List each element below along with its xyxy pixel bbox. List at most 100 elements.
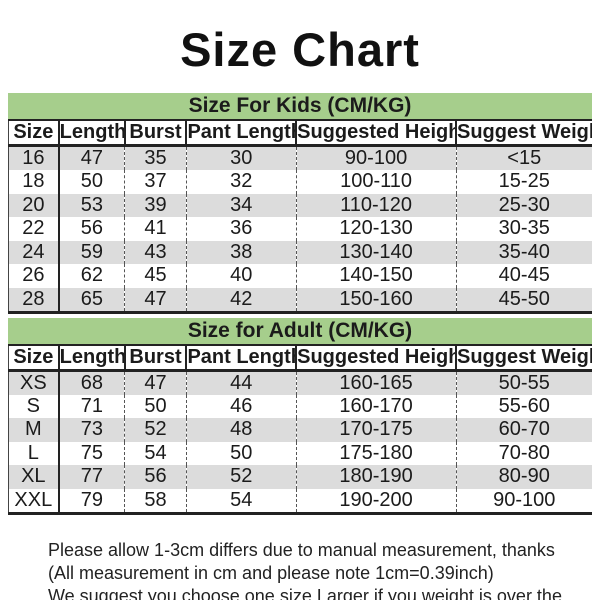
measurement-notes: Please allow 1-3cm differs due to manual…	[0, 539, 600, 600]
table-cell: XXL	[8, 488, 59, 515]
table-cell: 110-120	[295, 193, 456, 217]
table-cell: 37	[124, 170, 187, 194]
table-cell: 35-40	[455, 240, 592, 264]
table-cell: XS	[8, 370, 59, 395]
page-title: Size Chart	[180, 23, 420, 76]
table-cell: M	[8, 418, 59, 442]
note-line: We suggest you choose one size Larger if…	[48, 585, 562, 600]
note-line: Please allow 1-3cm differs due to manual…	[48, 539, 555, 560]
table-cell: S	[26, 394, 40, 417]
table-cell: 90-100	[295, 145, 456, 170]
table-cell: 53	[57, 193, 125, 217]
table-cell: 28	[8, 287, 59, 314]
table-cell: 55-60	[455, 394, 592, 418]
adult-size-table: Size Length Burst Pant Length Suggested Heig…	[8, 343, 592, 515]
table-cell: 130-140	[295, 240, 456, 264]
table-row: XS 68 47 44 160-165 50-55	[8, 370, 592, 395]
table-cell: 32	[185, 170, 297, 194]
column-header: Suggested Height	[295, 343, 456, 372]
table-cell: 35	[124, 145, 187, 170]
table-cell: 50-55	[455, 370, 592, 395]
table-cell: 40	[185, 264, 297, 288]
table-cell: 160-170	[295, 394, 456, 418]
table-cell: 22	[22, 217, 45, 240]
column-header: Suggest Weight	[455, 343, 592, 372]
table-cell: 180-190	[295, 465, 456, 489]
adult-table-header-row: Size Length Burst Pant Length Suggested Heig…	[8, 343, 592, 372]
table-row: 22 56 41 36 120-130 30-35	[9, 217, 592, 241]
table-cell: 25-30	[455, 193, 592, 217]
table-cell: 46	[185, 394, 297, 418]
table-row: 24 59 43 38 130-140 35-40	[8, 240, 592, 264]
table-row: 18 50 37 32 100-110 15-25	[9, 170, 592, 194]
table-cell: 80-90	[455, 465, 592, 489]
table-cell: 150-160	[295, 287, 456, 314]
table-cell: 52	[185, 465, 297, 489]
table-cell: 47	[57, 145, 125, 170]
kids-section: Size For Kids (CM/KG) Size Length Burst Pan…	[8, 93, 592, 314]
table-cell: 38	[185, 240, 297, 264]
table-cell: 62	[57, 264, 125, 288]
column-header: Burst	[123, 119, 187, 147]
table-cell: 18	[22, 170, 45, 193]
table-cell: 56	[57, 217, 125, 241]
table-row: XXL 79 58 54 190-200 90-100	[8, 488, 592, 515]
table-cell: 170-175	[295, 418, 456, 442]
table-cell: 68	[57, 370, 125, 395]
table-row: 20 53 39 34 110-120 25-30	[8, 193, 592, 217]
kids-section-header: Size For Kids (CM/KG)	[8, 93, 592, 119]
table-cell: 43	[124, 240, 187, 264]
adult-section-header: Size for Adult (CM/KG)	[8, 317, 592, 344]
table-cell: 20	[8, 193, 59, 217]
table-cell: 120-130	[295, 217, 456, 241]
table-cell: 60-70	[455, 418, 592, 442]
table-cell: 30-35	[455, 217, 592, 241]
table-cell: 40-45	[455, 264, 592, 288]
table-cell: 160-165	[295, 370, 456, 395]
table-cell: XL	[8, 465, 59, 489]
column-header: Size	[8, 343, 59, 372]
column-header: Pant Length	[185, 343, 297, 372]
table-cell: 56	[124, 465, 187, 489]
table-row: 26 62 45 40 140-150 40-45	[9, 264, 592, 288]
table-cell: L	[27, 441, 39, 464]
table-cell: <15	[455, 145, 592, 170]
kids-table-header-row: Size Length Burst Pant Length Suggested Heig…	[8, 119, 592, 147]
table-cell: 26	[22, 264, 45, 287]
table-cell: 75	[57, 441, 125, 465]
table-cell: 70-80	[455, 441, 592, 465]
table-cell: 175-180	[295, 441, 456, 465]
table-row: XL 77 56 52 180-190 80-90	[8, 465, 592, 489]
column-header: Suggested Height	[295, 119, 456, 147]
table-cell: 39	[124, 193, 187, 217]
table-row: S 71 50 46 160-170 55-60	[9, 394, 592, 418]
table-cell: 34	[185, 193, 297, 217]
table-cell: 54	[124, 441, 187, 465]
table-row: 28 65 47 42 150-160 45-50	[8, 287, 592, 314]
table-cell: 36	[185, 217, 297, 241]
table-cell: 48	[185, 418, 297, 442]
table-cell: 71	[57, 394, 125, 418]
table-cell: 77	[57, 465, 125, 489]
table-cell: 50	[57, 170, 125, 194]
column-header: Pant Length	[185, 119, 297, 147]
table-cell: 90-100	[455, 488, 592, 515]
table-row: M 73 52 48 170-175 60-70	[8, 418, 592, 442]
note-line: (All measurement in cm and please note 1…	[48, 562, 494, 583]
table-cell: 41	[124, 217, 187, 241]
table-cell: 50	[185, 441, 297, 465]
table-cell: 140-150	[295, 264, 456, 288]
table-cell: 42	[185, 287, 297, 314]
table-cell: 59	[57, 240, 125, 264]
table-cell: 44	[185, 370, 297, 395]
table-row: 16 47 35 30 90-100 <15	[8, 145, 592, 170]
column-header: Length	[57, 119, 125, 147]
table-cell: 79	[57, 488, 125, 515]
table-cell: 50	[124, 394, 187, 418]
table-cell: 47	[124, 287, 187, 314]
column-header: Size	[8, 119, 59, 147]
table-cell: 45-50	[455, 287, 592, 314]
table-cell: 190-200	[295, 488, 456, 515]
kids-size-table: Size Length Burst Pant Length Suggested Heig…	[8, 119, 592, 314]
